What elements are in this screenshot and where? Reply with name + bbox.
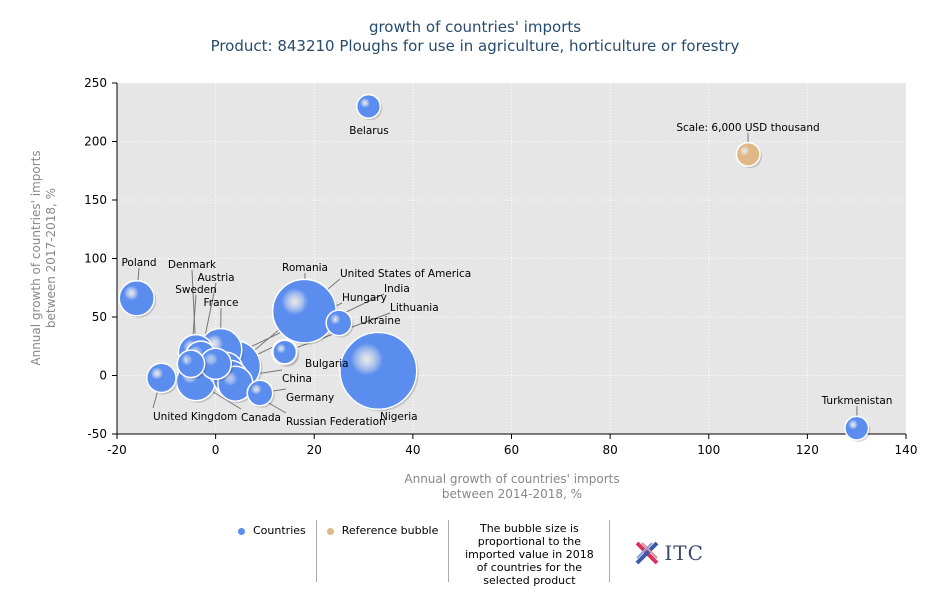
- bubble-label: Sweden: [175, 284, 217, 296]
- bubble-labels: Nigeria Romania United States of America Fr…: [121, 122, 892, 428]
- legend-divider: [609, 520, 611, 582]
- bubble-nigeria: [339, 331, 418, 410]
- x-axis-title-line1: Annual growth of countries' imports: [404, 472, 619, 486]
- bubble-romania: [271, 278, 337, 344]
- x-tick-label: 80: [602, 443, 617, 457]
- bubble-label: Turkmenistan: [821, 395, 893, 407]
- bubble-label: Scale: 6,000 USD thousand: [676, 122, 819, 134]
- bubble-label: Nigeria: [380, 411, 418, 423]
- bubble-label: Canada: [241, 412, 281, 424]
- x-tick-label: 0: [212, 443, 220, 457]
- itc-logo: ITC: [610, 520, 718, 582]
- itc-logo-text: ITC: [664, 541, 704, 565]
- bubble-label: India: [384, 283, 410, 295]
- itc-logo-icon: [635, 541, 659, 565]
- bubble-label: Germany: [286, 392, 334, 404]
- bubble-label: Hungary: [342, 292, 387, 304]
- bubble-sweden: [176, 349, 206, 379]
- bubble-ukraine: [325, 309, 353, 337]
- bubble-label: Russian Federation: [286, 416, 386, 428]
- y-tick-label: 50: [92, 310, 107, 324]
- legend-label-countries: Countries: [253, 524, 306, 537]
- bubble-label: Ukraine: [360, 315, 401, 327]
- x-axis-title-line2: between 2014-2018, %: [442, 487, 582, 501]
- legend: Countries Reference bubble The bubble si…: [228, 520, 718, 587]
- axes: -20 0 20 40 60 80 100 120 140 -50 0 50 100 150 200 250: [84, 76, 917, 457]
- bubble-chart: growth of countries' imports Product: 84…: [29, 18, 917, 501]
- y-axis-title-line2: between 2017-2018, %: [44, 188, 58, 328]
- chart-subtitle: Product: 843210 Ploughs for use in agric…: [211, 37, 740, 55]
- x-tick-label: 40: [405, 443, 420, 457]
- legend-item-reference[interactable]: Reference bubble: [317, 520, 449, 582]
- chart-title: growth of countries' imports: [369, 18, 581, 36]
- bubble-belarus: [355, 93, 382, 119]
- legend-divider: [448, 520, 450, 582]
- bubble-label: United States of America: [340, 268, 471, 280]
- bubble-label: Romania: [282, 262, 328, 274]
- bubble-label: Denmark: [168, 259, 217, 271]
- bubbles: [118, 93, 871, 442]
- bubble-label: Lithuania: [390, 302, 439, 314]
- y-tick-label: 200: [84, 135, 107, 149]
- y-axis-title-line1: Annual growth of countries' imports: [29, 150, 43, 365]
- legend-item-countries[interactable]: Countries: [228, 520, 316, 582]
- y-tick-label: 250: [84, 76, 107, 90]
- countries-dot-icon: [238, 528, 245, 535]
- bubble-label: Poland: [121, 257, 156, 269]
- x-tick-label: 140: [895, 443, 918, 457]
- legend-divider: [315, 520, 317, 582]
- bubble-scale-6-000-usd-thousand: [735, 141, 761, 167]
- x-tick-label: 120: [796, 443, 819, 457]
- y-tick-label: 100: [84, 252, 107, 266]
- y-tick-label: -50: [87, 427, 107, 441]
- legend-label-reference: Reference bubble: [341, 524, 439, 537]
- reference-dot-icon: [326, 528, 334, 535]
- x-tick-label: 100: [697, 443, 720, 457]
- x-tick-label: 60: [504, 443, 519, 457]
- bubble-label: Austria: [197, 272, 234, 284]
- bubble-germany: [246, 379, 274, 407]
- x-tick-label: -20: [107, 443, 127, 457]
- legend-note: The bubble size is proportional to the i…: [465, 522, 594, 587]
- bubble-label: United Kingdom: [153, 411, 237, 423]
- y-tick-label: 0: [99, 369, 107, 383]
- bubble-poland: [118, 280, 155, 317]
- bubble-label: Bulgaria: [305, 358, 349, 370]
- bubble-label: China: [282, 373, 312, 385]
- y-tick-label: 150: [84, 193, 107, 207]
- bubble-lithuania: [272, 339, 298, 365]
- bubble-united-kingdom: [145, 362, 177, 394]
- bubble-label: Belarus: [349, 125, 388, 137]
- x-tick-label: 20: [307, 443, 322, 457]
- bubble-label: France: [204, 297, 239, 309]
- bubble-turkmenistan: [844, 415, 870, 441]
